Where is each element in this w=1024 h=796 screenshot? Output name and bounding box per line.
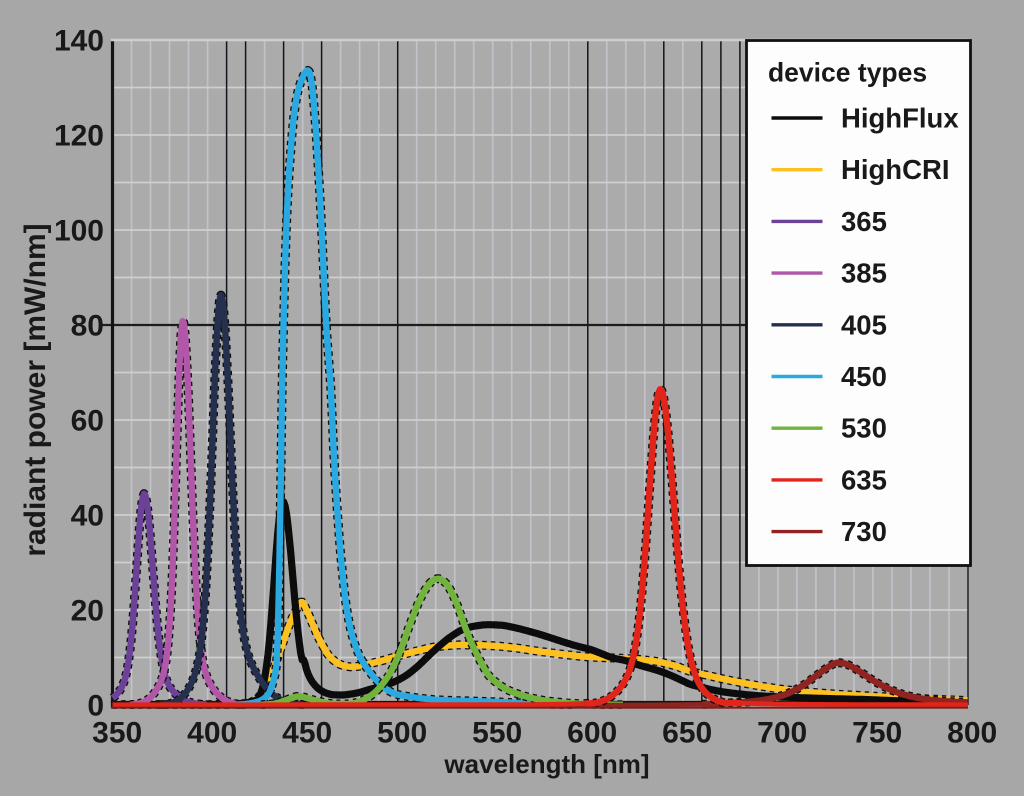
svg-text:HighFlux: HighFlux — [841, 103, 959, 134]
svg-text:700: 700 — [757, 717, 807, 750]
svg-text:730: 730 — [841, 516, 887, 547]
svg-text:120: 120 — [54, 120, 104, 153]
svg-text:365: 365 — [841, 206, 887, 237]
svg-text:550: 550 — [472, 717, 522, 750]
svg-text:60: 60 — [71, 405, 104, 438]
svg-text:radiant power [mW/nm]: radiant power [mW/nm] — [19, 223, 52, 556]
svg-text:600: 600 — [567, 717, 617, 750]
svg-text:635: 635 — [841, 464, 887, 495]
svg-text:350: 350 — [92, 717, 142, 750]
svg-text:450: 450 — [841, 361, 887, 392]
svg-text:80: 80 — [71, 310, 104, 343]
svg-text:650: 650 — [662, 717, 712, 750]
svg-text:405: 405 — [841, 309, 887, 340]
svg-text:530: 530 — [841, 413, 887, 444]
svg-text:100: 100 — [54, 215, 104, 248]
svg-text:140: 140 — [54, 25, 104, 58]
svg-text:385: 385 — [841, 258, 887, 289]
svg-text:20: 20 — [71, 595, 104, 628]
svg-text:wavelength [nm]: wavelength [nm] — [443, 749, 649, 779]
svg-text:device types: device types — [768, 58, 927, 88]
svg-text:0: 0 — [87, 690, 104, 723]
svg-text:750: 750 — [852, 717, 902, 750]
svg-text:40: 40 — [71, 500, 104, 533]
svg-text:500: 500 — [377, 717, 427, 750]
svg-text:450: 450 — [282, 717, 332, 750]
svg-text:400: 400 — [187, 717, 237, 750]
svg-text:800: 800 — [947, 717, 997, 750]
svg-text:HighCRI: HighCRI — [841, 154, 949, 185]
